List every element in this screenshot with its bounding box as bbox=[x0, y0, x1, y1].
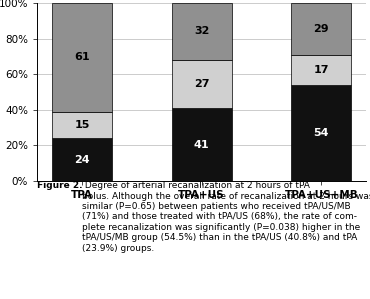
Text: 41: 41 bbox=[194, 140, 209, 150]
Bar bbox=[172, 108, 232, 181]
Text: 24: 24 bbox=[74, 155, 90, 165]
Text: 29: 29 bbox=[314, 24, 329, 34]
Text: 54: 54 bbox=[314, 128, 329, 138]
Bar bbox=[52, 138, 112, 181]
Bar bbox=[172, 60, 232, 108]
Text: 15: 15 bbox=[74, 120, 90, 130]
Bar bbox=[172, 3, 232, 60]
Bar bbox=[292, 55, 352, 85]
Text: Degree of arterial recanalization at 2 hours of tPA
bolus. Although the overall : Degree of arterial recanalization at 2 h… bbox=[83, 181, 370, 252]
Bar bbox=[52, 112, 112, 138]
Text: 17: 17 bbox=[314, 65, 329, 75]
Bar bbox=[52, 3, 112, 112]
Bar bbox=[292, 85, 352, 181]
Text: Figure 2.: Figure 2. bbox=[37, 181, 83, 190]
Bar bbox=[292, 3, 352, 55]
Text: 61: 61 bbox=[74, 52, 90, 62]
Text: 32: 32 bbox=[194, 27, 209, 36]
Text: Figure 2.: Figure 2. bbox=[37, 181, 83, 190]
Text: 27: 27 bbox=[194, 79, 209, 89]
